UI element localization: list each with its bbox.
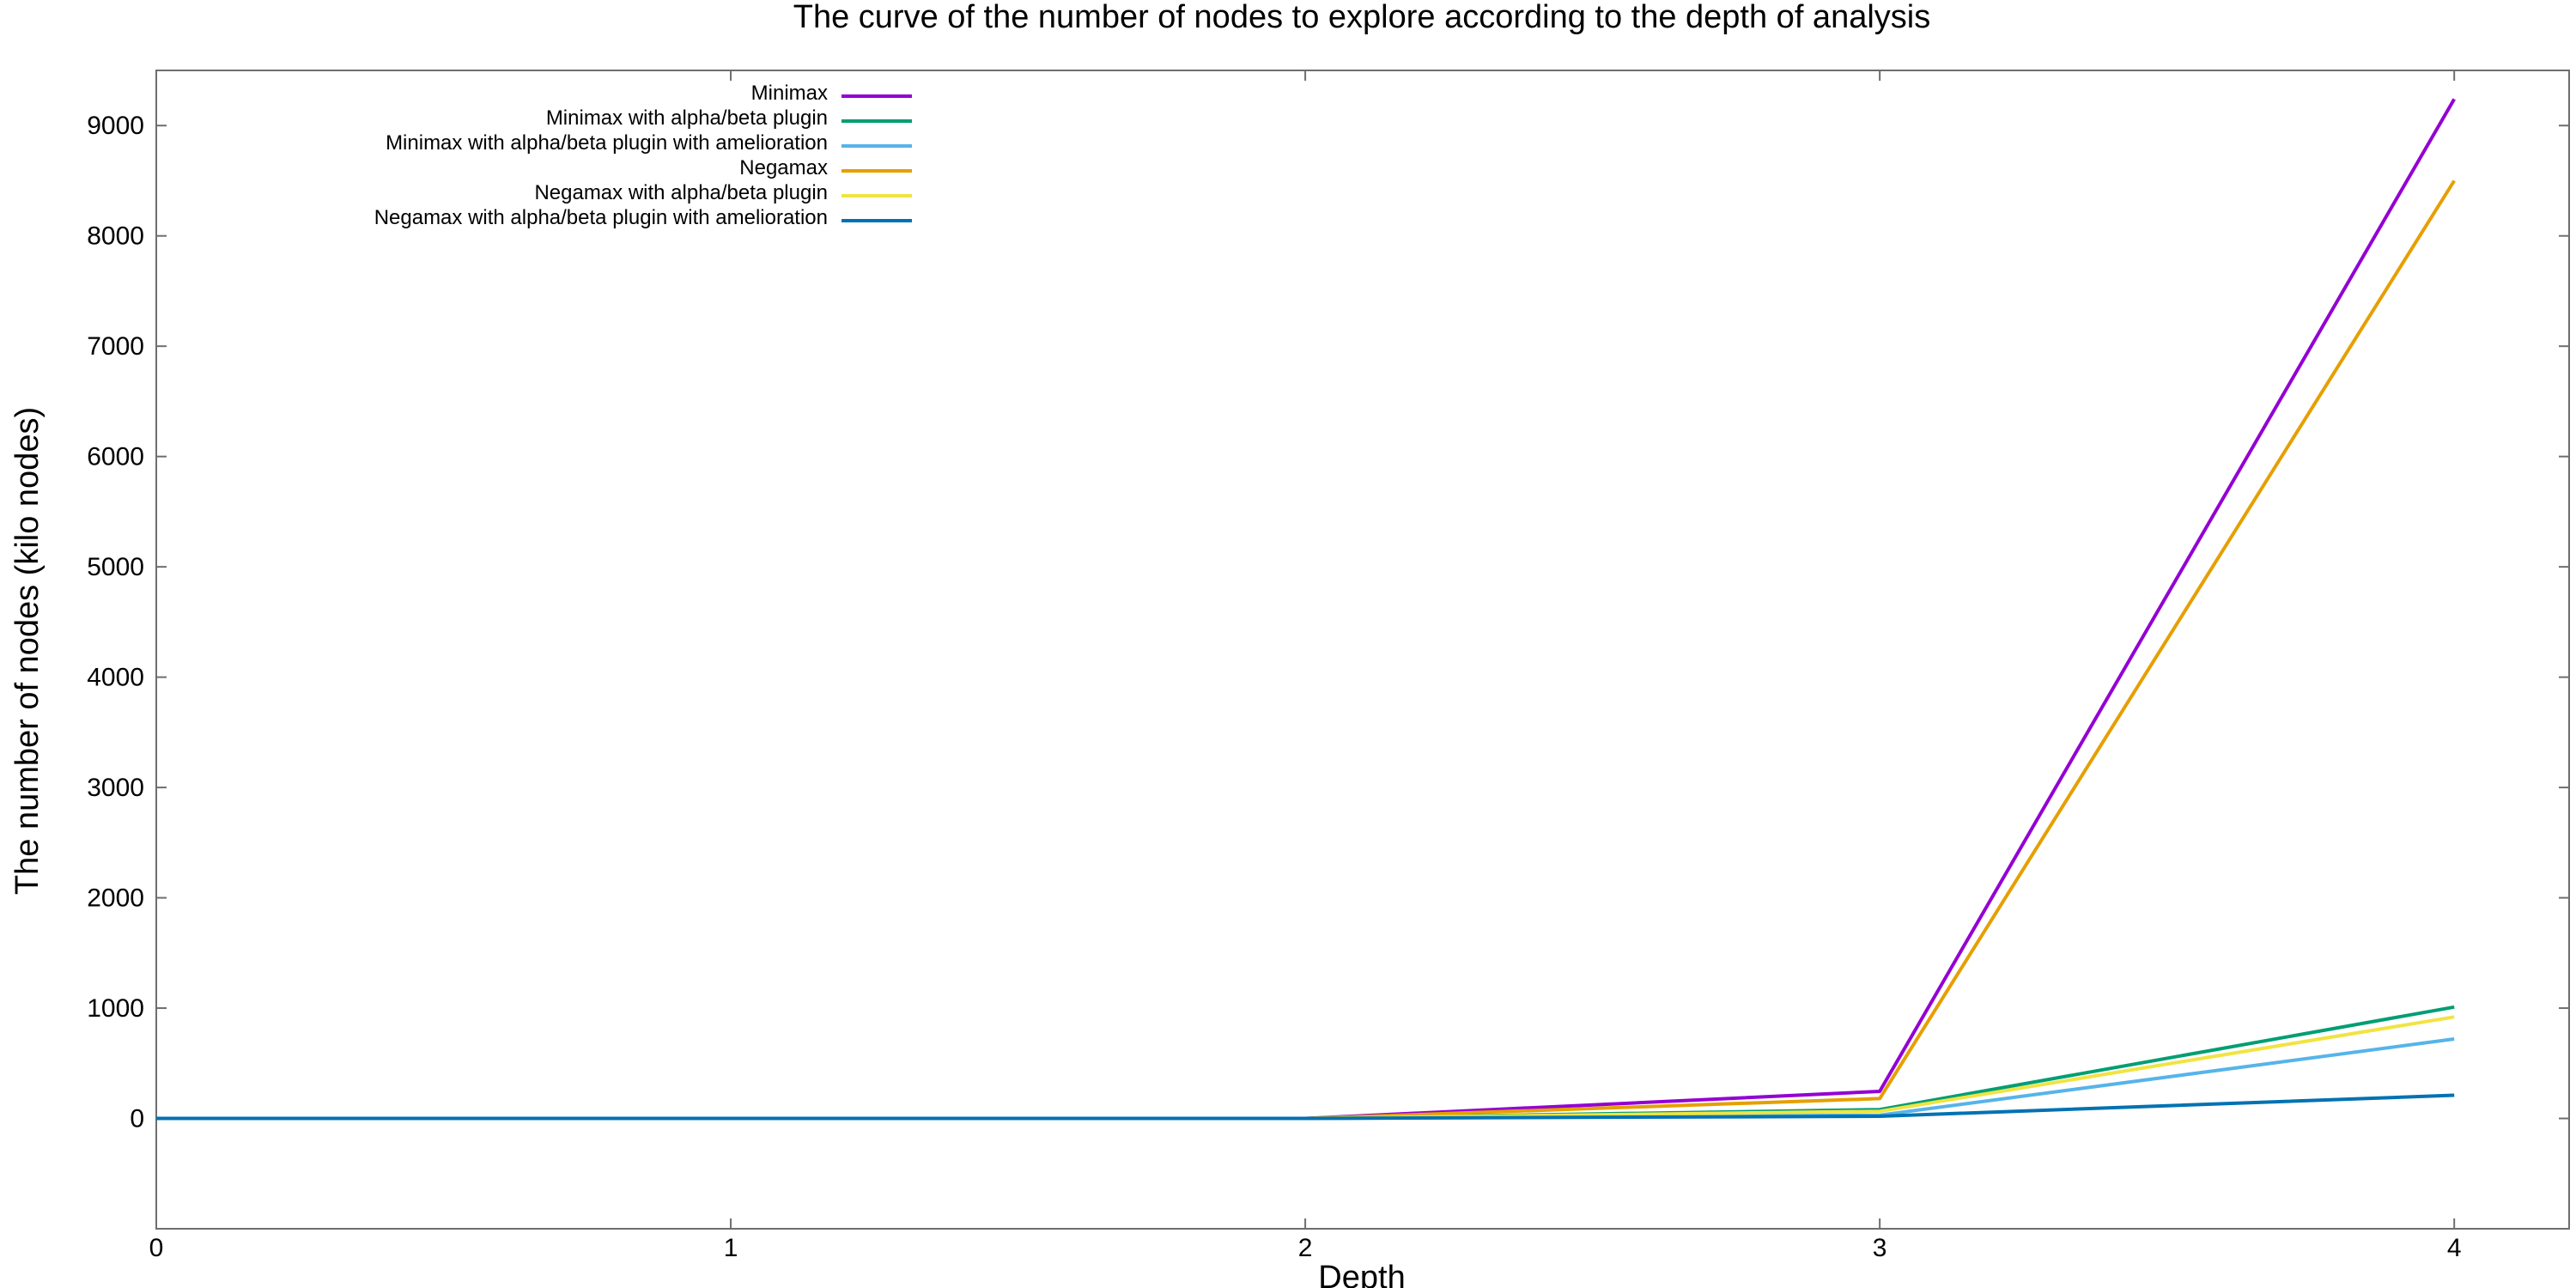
chart-title: The curve of the number of nodes to expl…	[793, 0, 1930, 35]
plot-area-border	[155, 70, 2570, 1230]
y-tick-label-2: 2000	[87, 884, 144, 913]
legend-label-1: Minimax with alpha/beta plugin	[546, 106, 828, 130]
y-tick-label-4: 4000	[87, 664, 144, 692]
y-tick-label-0: 0	[130, 1105, 144, 1133]
series-line-3	[156, 179, 2456, 1121]
x-tick-label-2: 2	[1298, 1234, 1313, 1262]
x-tick-label-3: 3	[1873, 1234, 1887, 1262]
legend-label-3: Negamax	[739, 156, 828, 179]
y-axis-title: The number of nodes (kilo nodes)	[9, 407, 46, 895]
y-tick-label-1: 1000	[87, 994, 144, 1023]
axis-ticks: 0 1 2 3 4 0 1000 2000 3000 4000 5000 6000 7000 8000 90…	[87, 70, 2569, 1262]
x-axis-title: Depth	[1318, 1260, 1405, 1288]
series-line-0	[156, 98, 2456, 1121]
x-tick-label-4: 4	[2447, 1234, 2462, 1262]
legend-label-2: Minimax with alpha/beta plugin with amel…	[386, 131, 828, 155]
y-tick-label-7: 7000	[87, 332, 144, 361]
series-line-1	[156, 1005, 2455, 1121]
x-tick-label-1: 1	[724, 1234, 738, 1262]
series-line-5	[156, 1093, 2455, 1121]
series-lines	[156, 98, 2456, 1121]
y-tick-label-3: 3000	[87, 774, 144, 802]
y-tick-label-6: 6000	[87, 443, 144, 471]
y-tick-label-9: 9000	[87, 112, 144, 140]
x-tick-label-0: 0	[149, 1234, 164, 1262]
y-tick-label-8: 8000	[87, 222, 144, 251]
legend-label-5: Negamax with alpha/beta plugin with amel…	[374, 206, 828, 229]
y-tick-label-5: 5000	[87, 553, 144, 581]
legend-label-4: Negamax with alpha/beta plugin	[534, 181, 828, 204]
legend-label-0: Minimax	[751, 82, 828, 105]
